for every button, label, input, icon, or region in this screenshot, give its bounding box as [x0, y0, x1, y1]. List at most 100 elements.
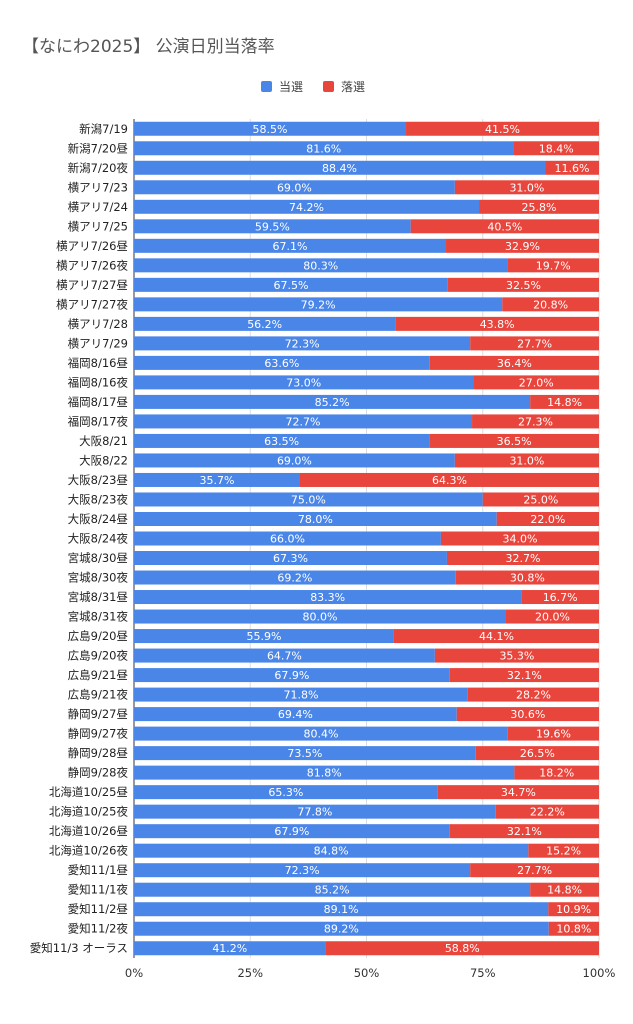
legend-swatch-win: [261, 81, 272, 92]
x-tick-label: 50%: [354, 966, 380, 980]
bar-segment-lose: [440, 531, 599, 546]
data-label-lose: 25.0%: [523, 493, 558, 506]
bar-segment-lose: [502, 297, 599, 312]
bar-segment-lose: [548, 902, 599, 917]
data-label-lose: 30.8%: [510, 572, 545, 585]
bar-segment-win: [134, 316, 396, 331]
data-label-lose: 41.5%: [485, 123, 520, 136]
bar-segment-win: [134, 414, 473, 429]
data-label-lose: 31.0%: [509, 454, 544, 467]
bar-segment-lose: [506, 609, 599, 624]
data-label-lose: 44.1%: [479, 630, 514, 643]
data-label-win: 88.4%: [322, 162, 357, 175]
category-label: 横アリ7/23: [68, 180, 128, 194]
category-label: 北海道10/26夜: [49, 844, 129, 858]
x-tick-label: 100%: [583, 966, 616, 980]
bar-segment-win: [134, 453, 455, 468]
x-tick-label: 0%: [125, 966, 143, 980]
data-label-lose: 11.6%: [555, 162, 590, 175]
data-label-win: 77.8%: [297, 806, 332, 819]
category-label: 横アリ7/26夜: [56, 258, 128, 272]
bar-segment-win: [134, 160, 546, 175]
data-label-win: 65.3%: [268, 786, 303, 799]
bar-segment-win: [134, 824, 450, 839]
bar-segment-lose: [393, 629, 599, 644]
bar-segment-lose: [410, 219, 599, 234]
category-label: 宮城8/31昼: [68, 590, 129, 604]
data-label-win: 78.0%: [298, 513, 333, 526]
data-label-lose: 40.5%: [487, 220, 522, 233]
data-label-win: 64.7%: [267, 650, 302, 663]
bar-segment-win: [134, 258, 508, 273]
bar-segment-win: [134, 238, 447, 253]
chart-title: 【なにわ2025】 公演日別当落率: [22, 37, 275, 57]
data-label-lose: 27.0%: [519, 376, 554, 389]
data-label-win: 89.2%: [324, 923, 359, 936]
data-label-lose: 31.0%: [509, 181, 544, 194]
data-label-lose: 22.2%: [530, 806, 565, 819]
category-label: 静岡9/28夜: [68, 766, 129, 780]
data-label-lose: 58.8%: [445, 942, 480, 955]
bar-segment-lose: [449, 824, 599, 839]
category-label: 福岡8/16昼: [68, 356, 129, 370]
bar-segment-win: [134, 843, 529, 858]
data-label-lose: 10.9%: [556, 903, 591, 916]
data-label-win: 69.0%: [277, 454, 312, 467]
category-label: 広島9/20夜: [68, 649, 129, 663]
category-label: 広島9/20昼: [68, 629, 129, 643]
data-label-lose: 18.4%: [539, 142, 574, 155]
category-label: 福岡8/17夜: [68, 414, 129, 428]
category-label: 広島9/21昼: [68, 668, 129, 682]
bar-segment-lose: [437, 785, 599, 800]
bar-segment-lose: [446, 238, 599, 253]
bar-segment-win: [134, 219, 411, 234]
bar-segment-win: [134, 687, 468, 702]
bar-segment-lose: [454, 453, 599, 468]
category-label: 北海道10/25昼: [49, 785, 129, 799]
bar-segment-win: [134, 375, 474, 390]
bar-segment-win: [134, 765, 515, 780]
bar-segment-lose: [482, 492, 599, 507]
bar-segment-win: [134, 863, 471, 878]
data-label-win: 41.2%: [212, 942, 247, 955]
bar-segment-lose: [513, 141, 599, 156]
data-label-win: 72.3%: [285, 337, 320, 350]
data-label-win: 79.2%: [301, 298, 336, 311]
bar-segment-lose: [521, 590, 599, 605]
bars: 58.5% 41.5% 81.6% 18.4% 88.4% 11.6% 69.0% 31.0%…: [134, 121, 599, 956]
bar-segment-lose: [467, 687, 599, 702]
bar-segment-win: [134, 277, 448, 292]
data-label-lose: 32.5%: [506, 279, 541, 292]
data-label-lose: 20.8%: [533, 298, 568, 311]
category-label: 大阪8/21: [79, 434, 128, 448]
category-label: 静岡9/28昼: [68, 746, 129, 760]
bar-segment-lose: [528, 843, 599, 858]
legend-swatch-lose: [323, 81, 334, 92]
category-label: 愛知11/3 オーラス: [30, 941, 128, 955]
data-label-win: 84.8%: [314, 845, 349, 858]
bar-segment-win: [134, 921, 549, 936]
category-label: 宮城8/30夜: [68, 571, 129, 585]
data-label-lose: 34.0%: [502, 533, 537, 546]
bar-segment-win: [134, 297, 503, 312]
data-label-lose: 32.1%: [507, 669, 542, 682]
bar-segment-lose: [545, 160, 599, 175]
category-label: 横アリ7/25: [68, 219, 128, 233]
bar-segment-lose: [449, 668, 599, 683]
category-label: 福岡8/16夜: [68, 375, 129, 389]
bar-segment-lose: [507, 726, 599, 741]
bar-segment-lose: [479, 199, 599, 214]
bar-segment-win: [134, 121, 407, 136]
data-label-win: 55.9%: [246, 630, 281, 643]
bar-segment-lose: [429, 433, 599, 448]
data-label-lose: 10.8%: [556, 923, 591, 936]
bar-segment-lose: [530, 394, 599, 409]
bar-segment-lose: [495, 804, 599, 819]
bar-segment-lose: [429, 355, 599, 370]
data-label-lose: 30.6%: [510, 708, 545, 721]
category-label: 横アリ7/28: [68, 317, 128, 331]
bar-segment-lose: [325, 941, 599, 956]
bar-segment-lose: [507, 258, 599, 273]
bar-segment-lose: [472, 414, 599, 429]
bar-segment-lose: [447, 277, 599, 292]
